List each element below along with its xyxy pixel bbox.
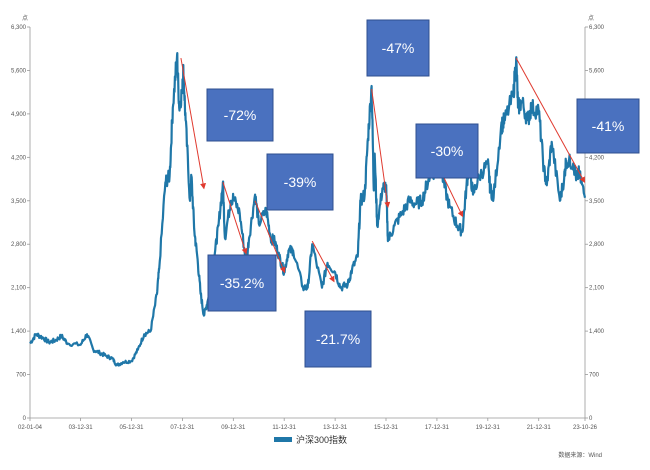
right-y-tick-label: 4,200 — [589, 155, 605, 161]
annotation-label: -72% — [224, 107, 257, 123]
left-y-tick-label: 4,200 — [11, 155, 27, 161]
x-tick-label: 23-10-26 — [573, 425, 598, 431]
drawdown-annotation: -72% — [206, 88, 274, 142]
arrow-layer — [180, 57, 586, 283]
annotation-box — [415, 123, 479, 179]
x-tick-label: 17-12-31 — [425, 425, 450, 431]
left-y-tick-label: 2,100 — [11, 286, 27, 292]
drawdown-annotation: -35.2% — [207, 254, 277, 312]
drawdown-annotation: -41% — [576, 98, 640, 154]
left-y-tick-label: 1,400 — [11, 329, 27, 335]
annotation-box — [576, 98, 640, 154]
left-y-tick-label: 700 — [16, 373, 27, 379]
drawdown-arrow — [222, 182, 248, 255]
axes-layer: 0 0 700 700 1,400 1,400 2,100 2,100 2,800 2,800 3,… — [11, 25, 605, 431]
x-tick-label: 05-12-31 — [120, 425, 145, 431]
annotation-label: -41% — [592, 118, 625, 134]
drawdown-arrow — [254, 200, 286, 274]
data-source-note: 数据来源：Wind — [558, 451, 602, 459]
left-y-tick-label: 3,500 — [11, 199, 27, 205]
x-tick-label: 09-12-31 — [221, 425, 246, 431]
x-tick-label: 03-12-31 — [69, 425, 94, 431]
x-tick-label: 19-12-31 — [476, 425, 501, 431]
x-tick-label: 21-12-31 — [527, 425, 552, 431]
left-y-tick-label: 5,600 — [11, 68, 27, 74]
right-y-tick-label: 6,300 — [589, 25, 605, 31]
annotation-label: -47% — [382, 40, 415, 56]
annotation-box — [304, 310, 372, 368]
drawdown-arrow — [180, 57, 207, 190]
drawdown-annotation: -21.7% — [304, 310, 372, 368]
right-axis-unit: 点 — [588, 14, 594, 22]
x-tick-label: 02-01-04 — [18, 425, 43, 431]
legend-swatch — [274, 437, 292, 442]
drawdown-annotation: -30% — [415, 123, 479, 179]
series-line-csi300 — [29, 52, 587, 367]
right-y-tick-label: 1,400 — [589, 329, 605, 335]
right-y-tick-label: 2,100 — [589, 286, 605, 292]
right-y-tick-label: 5,600 — [589, 68, 605, 74]
x-tick-label: 07-12-31 — [170, 425, 195, 431]
drawdown-annotation: -39% — [266, 153, 334, 211]
annotation-label: -35.2% — [220, 275, 264, 291]
legend: 沪深300指数 — [274, 434, 347, 445]
legend-label: 沪深300指数 — [296, 434, 347, 445]
left-axis-unit: 点 — [22, 14, 28, 22]
drawdown-annotation: -47% — [366, 19, 430, 77]
x-tick-label: 11-12-31 — [272, 425, 296, 431]
right-y-tick-label: 700 — [589, 373, 600, 379]
drawdown-arrow — [515, 57, 586, 184]
right-y-tick-label: 0 — [589, 416, 593, 422]
annotation-label: -39% — [284, 174, 317, 190]
series-layer — [29, 52, 587, 367]
x-tick-label: 13-12-31 — [323, 425, 348, 431]
drawdown-arrow — [311, 240, 335, 283]
left-y-tick-label: 4,900 — [11, 112, 27, 118]
x-tick-label: 15-12-31 — [374, 425, 399, 431]
right-y-tick-label: 3,500 — [589, 199, 605, 205]
annotation-box — [366, 19, 430, 77]
left-y-tick-label: 2,800 — [11, 242, 27, 248]
right-y-tick-label: 2,800 — [589, 242, 605, 248]
left-y-tick-label: 6,300 — [11, 25, 27, 31]
annotation-label: -30% — [431, 143, 464, 159]
annotation-layer: -72% -35.2% -39% -21.7% -47% -30% -41% — [206, 19, 640, 368]
annotation-box — [266, 153, 334, 211]
left-y-tick-label: 0 — [23, 416, 27, 422]
drawdown-arrow — [371, 88, 391, 208]
annotation-box — [206, 88, 274, 142]
annotation-box — [207, 254, 277, 312]
annotation-label: -21.7% — [316, 331, 360, 347]
